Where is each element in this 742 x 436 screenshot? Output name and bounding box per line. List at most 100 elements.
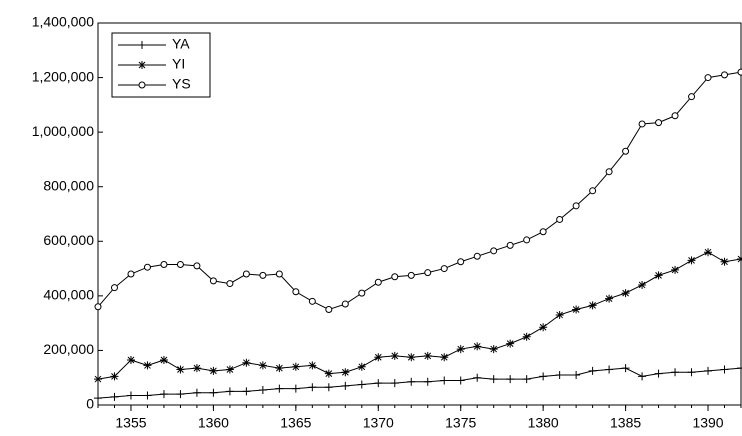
marker-star [440, 353, 449, 362]
marker-plus [275, 384, 284, 393]
marker-plus [159, 390, 168, 399]
marker [209, 277, 217, 285]
marker [473, 342, 482, 351]
x-tick-label: 1355 [115, 415, 146, 431]
marker-circle [688, 93, 696, 101]
marker-plus [390, 379, 399, 388]
marker [358, 289, 366, 297]
marker [357, 362, 366, 371]
marker [720, 257, 729, 266]
marker-star [605, 294, 614, 303]
legend-label: YI [172, 56, 185, 72]
marker-star [143, 361, 152, 370]
marker [374, 353, 383, 362]
x-tick-label: 1360 [198, 415, 229, 431]
marker [440, 353, 449, 362]
marker [110, 284, 118, 292]
marker [688, 93, 696, 101]
marker [572, 202, 580, 210]
marker-circle [556, 215, 564, 223]
marker-plus [357, 380, 366, 389]
marker-plus [588, 366, 597, 375]
marker-circle [721, 71, 729, 79]
plot-frame [97, 22, 742, 406]
marker [687, 368, 696, 377]
marker-circle [424, 269, 432, 277]
marker-circle [127, 270, 135, 278]
marker [225, 365, 234, 374]
marker [605, 365, 614, 374]
marker-plus [687, 368, 696, 377]
marker [555, 310, 564, 319]
marker-plus [407, 377, 416, 386]
marker [490, 247, 498, 255]
marker-circle [143, 263, 151, 271]
marker-plus [308, 383, 317, 392]
marker-star [638, 280, 647, 289]
marker [324, 383, 333, 392]
marker [589, 187, 597, 195]
marker [374, 379, 383, 388]
marker-plus [192, 388, 201, 397]
marker-star [275, 364, 284, 373]
marker-star [357, 362, 366, 371]
marker [192, 388, 201, 397]
marker-plus [539, 372, 548, 381]
marker [160, 260, 168, 268]
marker-star [621, 289, 630, 298]
marker-star [159, 355, 168, 364]
marker [440, 265, 448, 273]
marker [621, 289, 630, 298]
marker-star [374, 353, 383, 362]
marker [308, 383, 317, 392]
marker [605, 168, 613, 176]
marker-plus [671, 368, 680, 377]
marker-circle [638, 120, 646, 128]
marker-plus [324, 383, 333, 392]
marker [391, 273, 399, 281]
marker [143, 263, 151, 271]
marker [138, 41, 146, 49]
marker-plus [737, 364, 742, 373]
marker [308, 297, 316, 305]
marker [258, 361, 267, 370]
marker [522, 332, 531, 341]
marker [621, 364, 630, 373]
marker [258, 385, 267, 394]
marker [687, 256, 696, 265]
marker-plus [489, 375, 498, 384]
marker [473, 373, 482, 382]
marker-plus [225, 387, 234, 396]
marker-plus [126, 391, 135, 400]
marker-star [126, 355, 135, 364]
marker [572, 305, 581, 314]
marker-plus [605, 365, 614, 374]
marker-circle [407, 271, 415, 279]
marker-star [654, 271, 663, 280]
marker-star [110, 372, 119, 381]
marker [242, 358, 251, 367]
marker [638, 372, 647, 381]
marker [440, 376, 449, 385]
marker-star [209, 366, 218, 375]
marker [539, 323, 548, 332]
marker [721, 71, 729, 79]
marker [423, 351, 432, 360]
marker [341, 368, 350, 377]
marker [671, 265, 680, 274]
marker [143, 361, 152, 370]
marker [225, 387, 234, 396]
marker [506, 241, 514, 249]
marker [523, 236, 531, 244]
marker [325, 306, 333, 313]
marker-circle [374, 278, 382, 286]
marker-star [522, 332, 531, 341]
marker [259, 271, 267, 279]
marker-star [407, 353, 416, 362]
marker [138, 81, 146, 89]
marker [138, 61, 146, 69]
marker-circle [605, 168, 613, 176]
marker-plus [704, 366, 713, 375]
marker [209, 366, 218, 375]
